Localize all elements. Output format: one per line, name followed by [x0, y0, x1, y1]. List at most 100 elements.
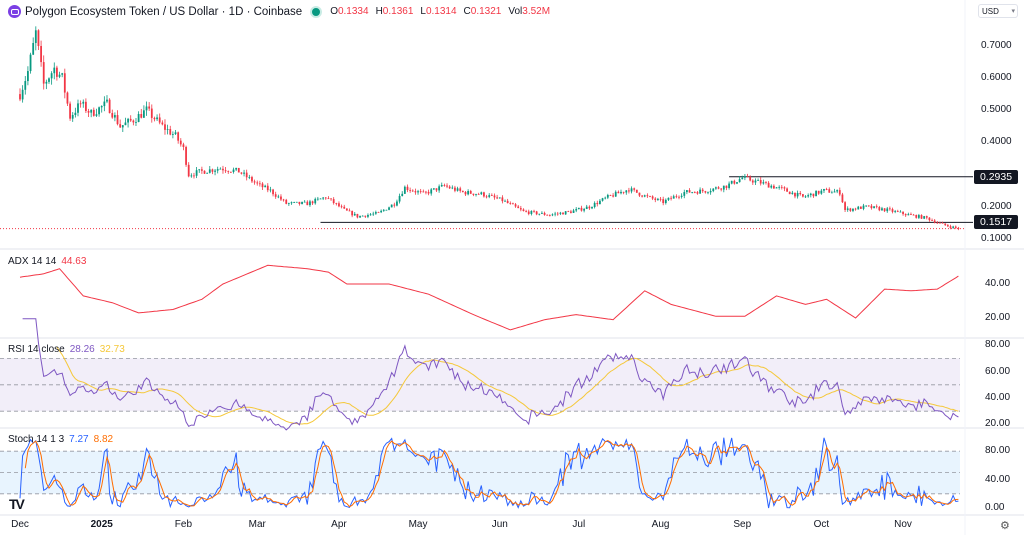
candle-body	[382, 209, 385, 211]
candle-body	[641, 195, 643, 197]
candle-body	[451, 187, 454, 189]
candle-body	[63, 73, 66, 93]
candle-body	[290, 202, 293, 204]
candle-body	[45, 81, 48, 84]
rsi-tick: 20.00	[985, 418, 1011, 430]
candle-body	[625, 190, 628, 193]
candle-body	[567, 211, 570, 213]
candle-body	[145, 106, 148, 111]
candle-body	[704, 191, 707, 193]
candle-body	[780, 186, 783, 188]
candle-body	[77, 103, 79, 113]
candle-body	[164, 124, 166, 130]
candle-body	[335, 203, 338, 204]
candle-body	[200, 169, 203, 171]
stoch-d-value: 8.82	[93, 434, 114, 445]
candle-body	[701, 189, 704, 192]
candle-body	[103, 101, 106, 107]
candle-body	[609, 194, 612, 196]
candle-body	[301, 201, 303, 204]
candle-body	[119, 124, 122, 128]
candle-body	[944, 223, 947, 226]
candle-body	[19, 94, 21, 100]
candle-body	[179, 140, 182, 145]
candle-body	[472, 193, 475, 195]
candle-body	[788, 191, 791, 195]
candle-body	[158, 117, 161, 123]
candle-body	[786, 188, 788, 192]
candle-body	[269, 189, 272, 191]
candle-body	[359, 215, 361, 218]
candle-body	[556, 213, 559, 215]
candle-body	[712, 188, 715, 192]
candle-body	[198, 169, 201, 171]
candle-body	[398, 195, 401, 202]
candle-body	[606, 194, 609, 198]
candle-body	[106, 99, 108, 102]
candle-body	[649, 196, 651, 197]
candle-body	[857, 206, 860, 210]
candle-body	[659, 198, 662, 200]
candle-body	[601, 198, 604, 201]
candle-body	[343, 206, 346, 209]
candle-body	[717, 187, 720, 189]
candle-body	[651, 196, 654, 199]
candle-body	[791, 192, 794, 195]
rsi-line	[22, 318, 959, 431]
candle-body	[496, 197, 499, 199]
candle-body	[715, 187, 717, 189]
stoch-k-value: 7.27	[69, 434, 89, 445]
time-tick: Dec	[11, 519, 29, 530]
candle-body	[580, 207, 583, 211]
candle-body	[401, 193, 404, 196]
candle-body	[393, 204, 396, 206]
candle-body	[720, 188, 723, 190]
candle-body	[675, 196, 678, 198]
candle-body	[258, 183, 261, 185]
candle-body	[266, 185, 269, 191]
candle-body	[535, 211, 538, 215]
candle-body	[58, 74, 61, 77]
candle-body	[414, 191, 417, 193]
price-tick: 0.7000	[981, 39, 1012, 51]
candle-body	[506, 200, 509, 204]
candle-body	[954, 226, 957, 228]
candle-body	[385, 209, 388, 211]
price-tick: 0.2000	[981, 200, 1012, 212]
candle-body	[390, 204, 393, 208]
candle-body	[380, 210, 383, 213]
candle-body	[461, 190, 464, 192]
candle-body	[243, 172, 245, 174]
candle-body	[483, 192, 485, 197]
candle-body	[888, 208, 891, 210]
candle-body	[852, 208, 854, 211]
time-tick: Sep	[733, 519, 752, 530]
candle-body	[688, 190, 691, 193]
candle-body	[295, 201, 298, 203]
time-tick: Feb	[174, 519, 193, 530]
currency-dropdown[interactable]: USD ▾	[978, 4, 1018, 18]
tradingview-logo[interactable]: TV	[9, 496, 25, 512]
candle-body	[585, 206, 588, 210]
candle-body	[812, 193, 815, 197]
candle-body	[622, 191, 625, 193]
candle-body	[630, 188, 633, 192]
candle-body	[32, 42, 35, 55]
candle-body	[670, 197, 672, 199]
candle-body	[264, 185, 267, 188]
time-tick: Oct	[813, 519, 830, 530]
candle-body	[419, 191, 422, 193]
candle-body	[527, 211, 530, 214]
candle-body	[261, 183, 264, 188]
time-tick: Nov	[894, 519, 912, 530]
symbol-title[interactable]: Polygon Ecosystem Token / US Dollar · 1D…	[25, 5, 303, 18]
candle-body	[327, 198, 330, 200]
candle-body	[949, 226, 952, 228]
candle-body	[132, 120, 135, 123]
gear-icon[interactable]: ⚙	[1000, 520, 1010, 532]
candle-body	[881, 208, 883, 211]
candle-body	[925, 216, 928, 218]
candle-body	[282, 199, 285, 201]
candle-body	[722, 185, 725, 190]
